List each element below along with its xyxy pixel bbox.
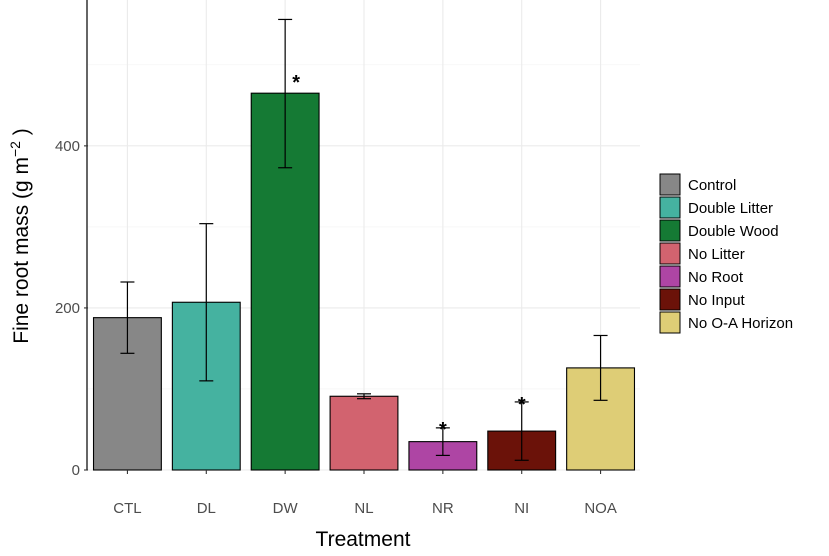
legend-item: Double Litter — [659, 196, 773, 219]
legend-label: No Input — [688, 292, 746, 309]
legend-item: No Input — [659, 288, 746, 311]
error-bar-noa — [593, 334, 608, 401]
y-axis-title-main: Fine root mass (g m — [10, 157, 33, 344]
error-bar-ctl — [120, 281, 135, 354]
legend-label: No Litter — [688, 246, 745, 263]
x-tick-label-dw: DW — [273, 500, 299, 517]
error-bar-dl — [199, 223, 214, 382]
y-tick-label: 200 — [55, 300, 80, 317]
x-tick-label-nl: NL — [354, 500, 373, 517]
legend-swatch — [659, 288, 681, 311]
error-bar-nr — [435, 427, 450, 457]
legend-item: No Root — [659, 265, 744, 288]
x-tick-label-nr: NR — [432, 500, 454, 517]
x-tick-label-dl: DL — [197, 500, 216, 517]
bar-nl — [329, 395, 399, 471]
legend-label: No O-A Horizon — [688, 315, 793, 332]
legend-item: No Litter — [659, 242, 745, 265]
error-bar-nl — [357, 393, 371, 400]
y-tick-label: 400 — [55, 138, 80, 155]
x-tick-label-ni: NI — [514, 500, 529, 517]
legend-swatch — [659, 311, 681, 334]
legend-swatch — [659, 196, 681, 219]
legend-swatch — [659, 219, 681, 242]
y-axis-ticks: 0 200 400 — [55, 138, 88, 479]
significance-markers: * * * — [292, 72, 526, 441]
error-bar-ni — [514, 401, 529, 461]
legend-label: Double Wood — [688, 223, 779, 240]
legend-item: Double Wood — [659, 219, 779, 242]
legend-label: Control — [688, 177, 736, 194]
legend-label: Double Litter — [688, 200, 773, 217]
legend-item: Control — [659, 173, 736, 196]
significance-star-ni: * — [518, 394, 526, 416]
legend-label: No Root — [688, 269, 744, 286]
legend-swatch — [659, 265, 681, 288]
x-tick-label-ctl: CTL — [113, 500, 141, 517]
x-axis-ticks: CTL DL DW NL NR NI NOA — [113, 470, 617, 517]
significance-star-dw: * — [292, 72, 300, 94]
error-bar-dw — [278, 18, 293, 169]
legend: Control Double Litter Double Wood No Litter… — [659, 173, 793, 334]
y-tick-label: 0 — [72, 462, 80, 479]
error-bars — [120, 18, 608, 461]
y-axis-title-superscript: −2 — [7, 141, 23, 157]
y-axis-title-close: ) — [10, 128, 33, 141]
legend-swatch — [659, 242, 681, 265]
x-tick-label-noa: NOA — [584, 500, 617, 517]
significance-star-nr: * — [439, 419, 447, 441]
legend-swatch — [659, 173, 681, 196]
legend-item: No O-A Horizon — [659, 311, 793, 334]
y-axis-title: Fine root mass (g m−2 ) — [7, 128, 33, 344]
x-axis-title: Treatment — [316, 528, 411, 551]
